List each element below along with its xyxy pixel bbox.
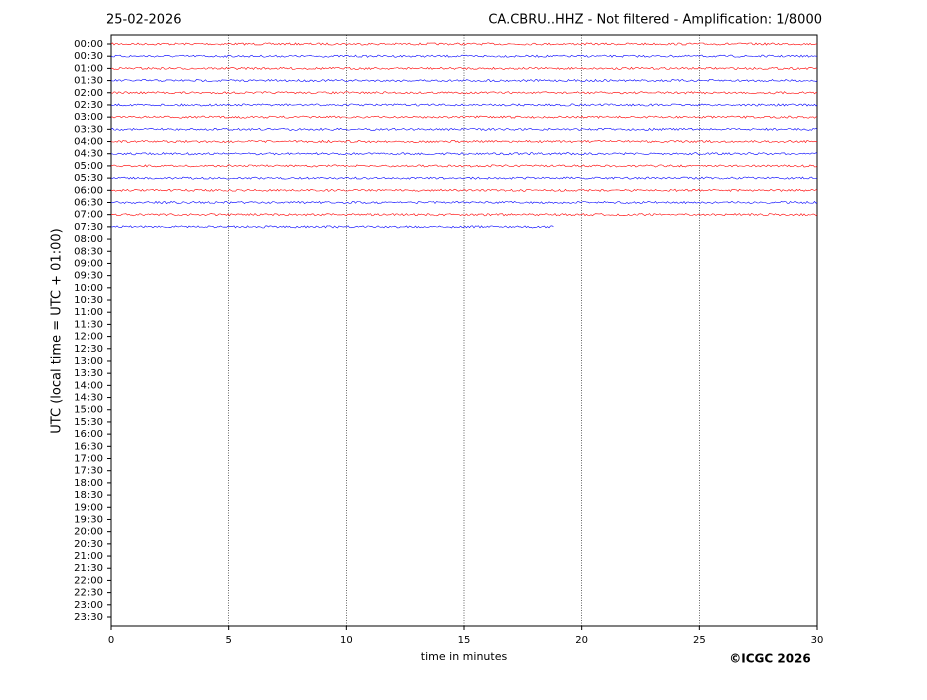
y-tick-label: 02:00 bbox=[74, 88, 103, 99]
y-tick-label: 18:00 bbox=[74, 478, 103, 489]
y-tick-label: 20:30 bbox=[74, 539, 103, 550]
y-tick-label: 14:30 bbox=[74, 393, 103, 404]
y-tick-label: 01:30 bbox=[74, 76, 103, 87]
trace bbox=[110, 188, 818, 192]
trace bbox=[110, 176, 818, 180]
trace bbox=[110, 91, 818, 95]
y-tick-label: 17:30 bbox=[74, 466, 103, 477]
trace bbox=[110, 54, 818, 58]
y-tick-label: 05:30 bbox=[74, 173, 103, 184]
y-tick-label: 21:30 bbox=[74, 563, 103, 574]
y-tick-label: 13:30 bbox=[74, 368, 103, 379]
y-tick-label: 09:00 bbox=[74, 258, 103, 269]
x-tick-label: 5 bbox=[225, 635, 231, 646]
trace bbox=[110, 213, 818, 217]
y-tick-label: 11:30 bbox=[74, 319, 103, 330]
y-tick-label: 05:00 bbox=[74, 161, 103, 172]
y-tick-label: 02:30 bbox=[74, 100, 103, 111]
y-tick-label: 12:00 bbox=[74, 332, 103, 343]
chart-title: CA.CBRU..HHZ - Not filtered - Amplificat… bbox=[488, 13, 822, 28]
y-tick-label: 17:00 bbox=[74, 454, 103, 465]
x-tick-label: 30 bbox=[811, 635, 824, 646]
y-tick-label: 00:30 bbox=[74, 51, 103, 62]
y-tick-label: 10:00 bbox=[74, 283, 103, 294]
trace bbox=[110, 66, 818, 70]
y-tick-label: 08:00 bbox=[74, 234, 103, 245]
trace bbox=[110, 139, 818, 144]
date-label: 25-02-2026 bbox=[106, 13, 182, 28]
y-tick-label: 18:30 bbox=[74, 490, 103, 501]
y-tick-label: 06:00 bbox=[74, 185, 103, 196]
y-tick-label: 07:30 bbox=[74, 222, 103, 233]
trace bbox=[110, 79, 818, 83]
trace bbox=[110, 127, 818, 131]
y-tick-label: 15:00 bbox=[74, 405, 103, 416]
y-tick-label: 22:00 bbox=[74, 575, 103, 586]
trace bbox=[110, 225, 554, 229]
y-tick-label: 19:30 bbox=[74, 514, 103, 525]
y-tick-label: 01:00 bbox=[74, 63, 103, 74]
y-tick-label: 13:00 bbox=[74, 356, 103, 367]
trace bbox=[110, 200, 818, 205]
y-tick-label: 04:00 bbox=[74, 137, 103, 148]
trace bbox=[110, 164, 818, 168]
x-tick-label: 15 bbox=[458, 635, 471, 646]
y-tick-label: 03:00 bbox=[74, 112, 103, 123]
y-tick-label: 15:30 bbox=[74, 417, 103, 428]
trace bbox=[110, 152, 818, 156]
x-tick-label: 10 bbox=[340, 635, 353, 646]
x-tick-label: 0 bbox=[108, 635, 114, 646]
y-tick-label: 10:30 bbox=[74, 295, 103, 306]
y-tick-label: 23:30 bbox=[74, 612, 103, 623]
y-tick-label: 00:00 bbox=[74, 39, 103, 50]
y-tick-label: 04:30 bbox=[74, 149, 103, 160]
credit: ©ICGC 2026 bbox=[729, 652, 811, 666]
y-tick-label: 16:00 bbox=[74, 429, 103, 440]
x-tick-label: 20 bbox=[575, 635, 588, 646]
trace bbox=[110, 103, 818, 107]
trace bbox=[110, 115, 818, 119]
x-tick-label: 25 bbox=[693, 635, 706, 646]
y-tick-label: 20:00 bbox=[74, 527, 103, 538]
x-axis-label: time in minutes bbox=[421, 650, 508, 663]
y-tick-label: 14:00 bbox=[74, 380, 103, 391]
y-tick-label: 21:00 bbox=[74, 551, 103, 562]
y-tick-label: 12:30 bbox=[74, 344, 103, 355]
y-tick-label: 07:00 bbox=[74, 210, 103, 221]
y-tick-label: 19:00 bbox=[74, 502, 103, 513]
y-tick-label: 16:30 bbox=[74, 441, 103, 452]
y-tick-label: 09:30 bbox=[74, 271, 103, 282]
y-tick-label: 08:30 bbox=[74, 246, 103, 257]
y-tick-label: 11:00 bbox=[74, 307, 103, 318]
y-axis-label: UTC (local time = UTC + 01:00) bbox=[50, 228, 65, 433]
y-tick-label: 23:00 bbox=[74, 600, 103, 611]
trace bbox=[110, 42, 818, 46]
y-tick-label: 06:30 bbox=[74, 197, 103, 208]
y-tick-label: 03:30 bbox=[74, 124, 103, 135]
y-tick-label: 22:30 bbox=[74, 588, 103, 599]
